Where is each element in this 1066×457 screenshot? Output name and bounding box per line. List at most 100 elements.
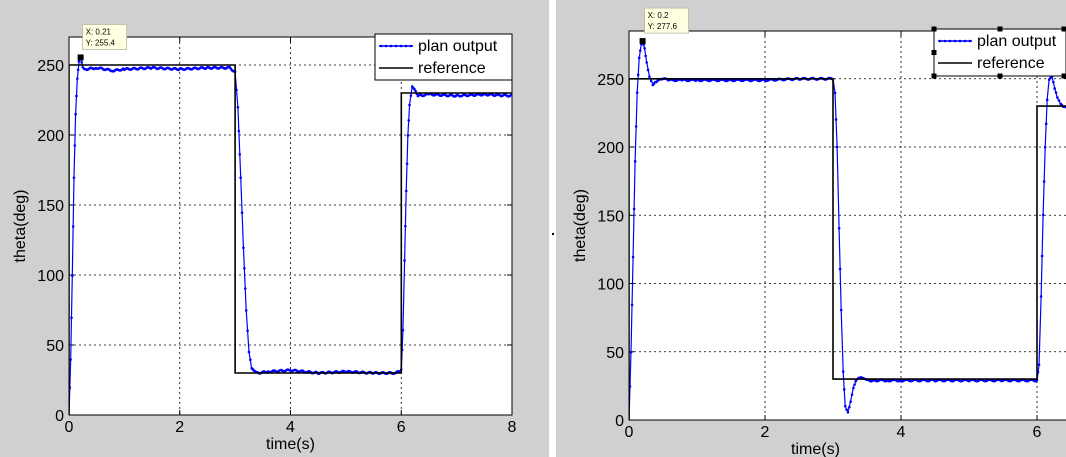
legend-marker xyxy=(389,44,393,48)
data-point xyxy=(842,388,846,391)
data-point xyxy=(638,49,642,52)
data-point xyxy=(1044,122,1048,126)
y-tick-label: 150 xyxy=(597,208,624,225)
x-tick-label: 0 xyxy=(65,419,74,436)
data-point xyxy=(71,274,74,278)
data-point xyxy=(406,134,410,137)
data-point xyxy=(1041,213,1045,217)
data-point xyxy=(76,77,79,80)
data-point xyxy=(1057,99,1061,102)
data-point xyxy=(636,73,640,77)
data-point xyxy=(841,370,845,373)
x-tick-label: 0 xyxy=(625,424,634,441)
data-point xyxy=(853,383,856,386)
y-tick-label: 250 xyxy=(597,72,624,89)
data-point xyxy=(243,266,246,270)
selection-handle xyxy=(931,26,937,32)
data-point xyxy=(850,393,854,397)
x-tick-label: 4 xyxy=(286,419,295,436)
data-point xyxy=(246,329,249,333)
legend-marker xyxy=(958,39,962,43)
legend-marker xyxy=(943,39,947,43)
data-point xyxy=(509,93,512,97)
data-point xyxy=(648,75,651,78)
data-point xyxy=(405,162,409,165)
data-point xyxy=(249,358,252,362)
y-tick-label: 250 xyxy=(37,58,64,75)
legend: plan output reference xyxy=(374,33,513,81)
data-point xyxy=(630,303,634,307)
y-axis-label: theta(deg) xyxy=(572,189,589,262)
selection-handle xyxy=(997,26,1003,32)
data-point xyxy=(629,350,633,354)
selection-handle xyxy=(931,73,937,79)
data-point xyxy=(69,358,72,361)
data-point xyxy=(1037,363,1041,366)
data-point xyxy=(1056,96,1059,99)
plot-area xyxy=(629,31,1066,420)
legend-marker xyxy=(404,44,408,48)
legend-marker xyxy=(948,39,952,43)
x-tick-label: 8 xyxy=(508,419,517,436)
data-point xyxy=(1039,295,1043,298)
data-point xyxy=(637,56,641,60)
datatip-box xyxy=(644,7,689,34)
x-axis-label: time(s) xyxy=(266,436,315,453)
data-point xyxy=(242,246,245,250)
data-point xyxy=(643,47,646,50)
data-point xyxy=(834,118,838,121)
data-point xyxy=(646,68,650,72)
x-axis-label: time(s) xyxy=(791,441,840,457)
data-point xyxy=(244,309,248,312)
data-point xyxy=(239,176,242,179)
datatip-marker xyxy=(639,38,646,45)
plot-series xyxy=(629,39,1066,420)
data-point xyxy=(238,152,242,156)
data-point xyxy=(1054,91,1058,94)
y-tick-label: 150 xyxy=(37,198,64,215)
data-point xyxy=(236,105,240,109)
left-chart: 0 2 4 6 8 0 50 100 150 200 250 time(s) theta(deg) pla… xyxy=(12,24,517,453)
data-point xyxy=(848,405,851,409)
data-point xyxy=(1052,80,1055,84)
y-tick-label: 100 xyxy=(37,268,64,285)
y-tick-label: 0 xyxy=(55,408,64,425)
data-point xyxy=(645,61,648,64)
data-point xyxy=(634,125,638,128)
data-point xyxy=(403,259,406,262)
y-tick-label: 50 xyxy=(606,345,624,362)
datatip: X: 0.2 Y: 277.6 xyxy=(639,7,689,45)
data-point xyxy=(846,410,850,414)
data-point xyxy=(75,94,78,98)
data-point xyxy=(247,350,251,354)
datatip-marker xyxy=(77,54,84,61)
selection-handle xyxy=(997,73,1003,79)
data-point xyxy=(74,112,77,116)
legend-marker xyxy=(384,44,388,48)
plan-output-markers xyxy=(629,39,1066,420)
legend-marker xyxy=(953,39,957,43)
plot-series xyxy=(69,55,512,415)
left-figure: 0 2 4 6 8 0 50 100 150 200 250 time(s) theta(deg) pla… xyxy=(0,0,549,457)
datatip-y: Y: 255.4 xyxy=(86,38,116,47)
data-point xyxy=(1045,98,1049,102)
data-point xyxy=(833,91,837,95)
data-point xyxy=(243,287,247,290)
legend-marker xyxy=(409,44,413,48)
data-point xyxy=(407,119,411,122)
data-point xyxy=(76,68,80,72)
data-point xyxy=(77,60,81,63)
legend-label: reference xyxy=(418,60,486,77)
x-tick-label: 4 xyxy=(897,424,906,441)
datatip-x: X: 0.2 xyxy=(648,11,669,20)
legend-label: reference xyxy=(977,55,1045,72)
datatip-x: X: 0.21 xyxy=(86,27,112,36)
y-tick-label: 200 xyxy=(37,128,64,145)
data-point xyxy=(635,91,639,94)
reference-line xyxy=(629,78,1066,420)
y-axis-label: theta(deg) xyxy=(12,190,29,263)
y-tick-label: 200 xyxy=(597,140,624,157)
legend-marker xyxy=(938,39,942,43)
y-tick-label: 100 xyxy=(597,277,624,294)
data-point xyxy=(80,61,84,64)
